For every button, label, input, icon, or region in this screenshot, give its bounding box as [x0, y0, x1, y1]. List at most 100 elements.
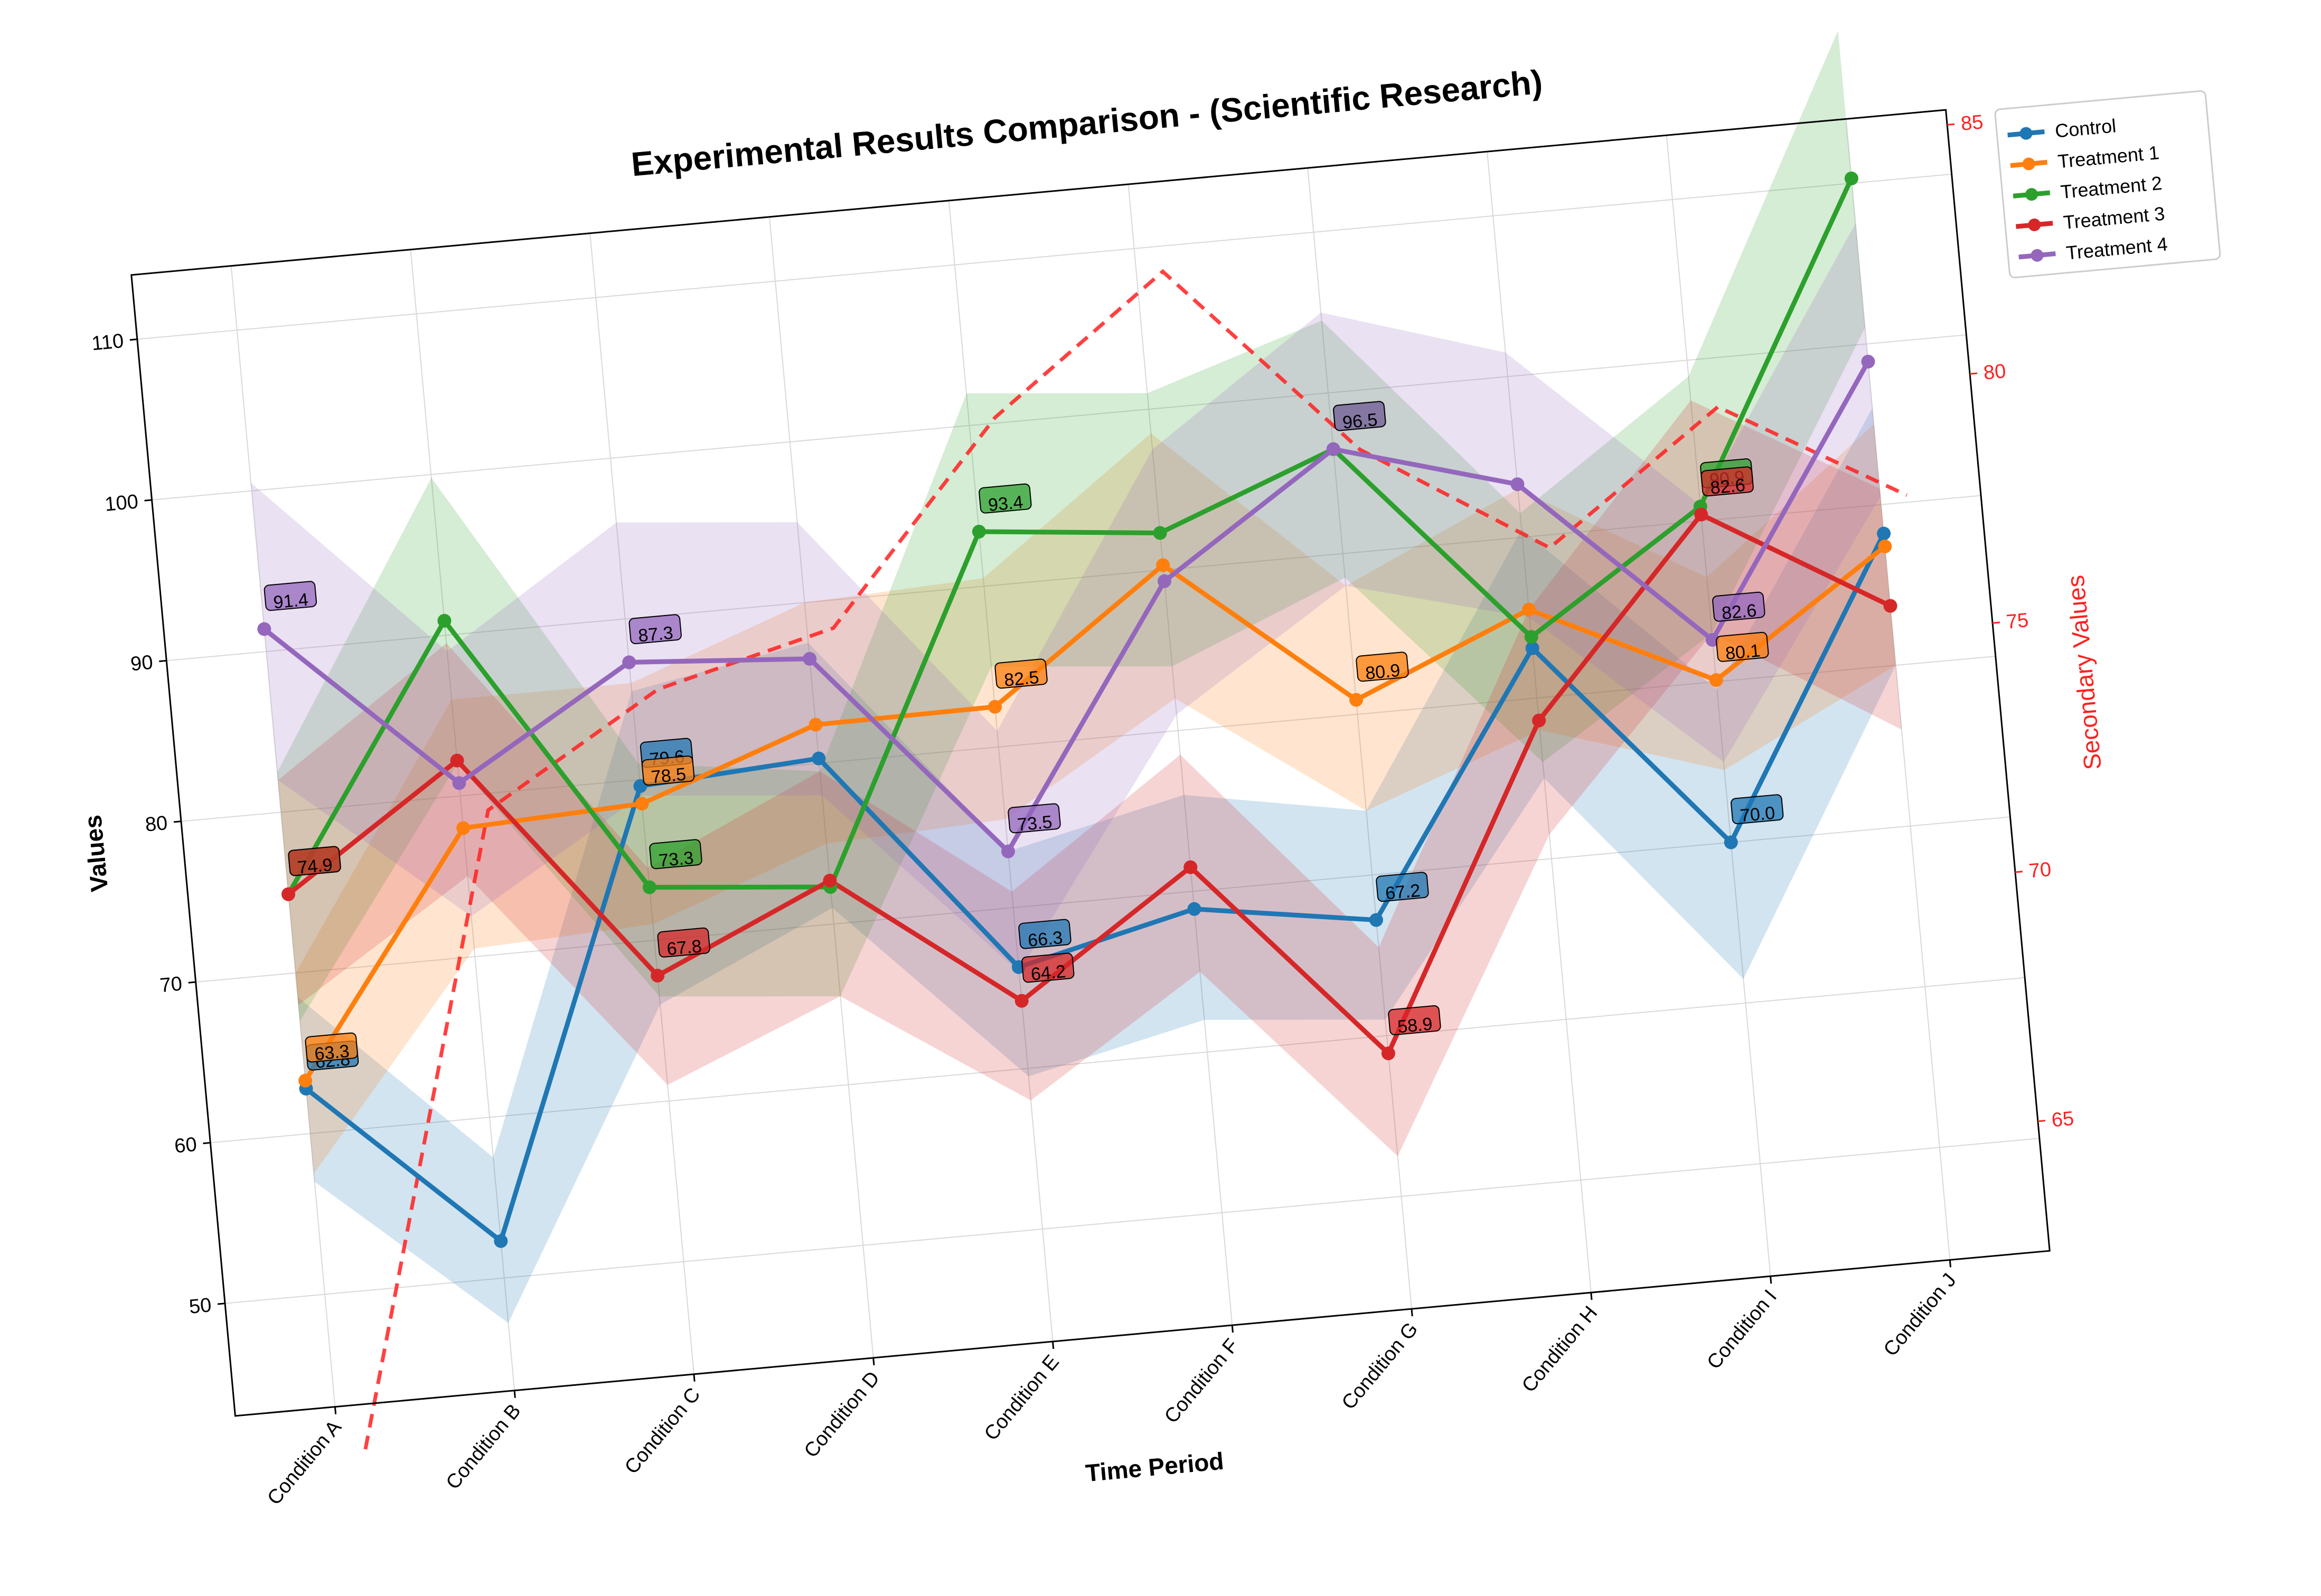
- point-control: [1187, 902, 1201, 916]
- secondary-dashed-line: [363, 269, 1908, 1450]
- point-treatment-2: [642, 880, 656, 894]
- data-label-treatment-1: 80.9: [1356, 651, 1409, 684]
- data-label-text: 67.2: [1385, 881, 1421, 904]
- chart-title: Experimental Results Comparison - (Scien…: [629, 63, 1544, 184]
- data-label-treatment-1: 82.5: [994, 658, 1048, 691]
- series-line-treatment-1: [303, 544, 1887, 1082]
- x-tick-label: Condition E: [980, 1351, 1064, 1445]
- x-tick-label: Condition C: [621, 1384, 704, 1478]
- point-treatment-4: [803, 651, 817, 666]
- data-label-text: 93.4: [988, 492, 1024, 515]
- data-label-text: 80.1: [1724, 640, 1761, 664]
- data-label-text: 82.6: [1709, 475, 1746, 498]
- data-label-box: [288, 846, 341, 876]
- grid-line-x: [1666, 135, 1771, 1277]
- point-treatment-2: [1524, 630, 1538, 644]
- point-control: [812, 751, 826, 766]
- point-treatment-2: [437, 613, 452, 628]
- data-label-control: 66.3: [1018, 919, 1072, 951]
- grid-line-y: [224, 1138, 2040, 1304]
- data-label-treatment-4: 73.5: [1008, 803, 1061, 835]
- point-control: [1724, 835, 1738, 849]
- point-treatment-1: [635, 797, 649, 811]
- data-label-treatment-3: 82.6: [1700, 466, 1754, 498]
- y2-tick-label: 75: [2005, 609, 2029, 634]
- band-layer: [251, 30, 1902, 1323]
- series-line-treatment-2: [286, 177, 1854, 895]
- plot-group: 62.879.666.367.270.063.378.582.580.980.1…: [79, 30, 2107, 1509]
- data-label-treatment-1: 63.3: [305, 1032, 358, 1064]
- point-treatment-3: [1014, 994, 1029, 1008]
- y-tick: [188, 981, 196, 984]
- grid-line-y: [152, 334, 1967, 500]
- point-treatment-2: [1153, 526, 1167, 540]
- data-label-box: [1333, 401, 1386, 431]
- legend-marker: [2025, 188, 2038, 201]
- data-label-box: [1021, 952, 1075, 983]
- band-treatment-1: [295, 424, 1896, 1174]
- grid-line-y: [181, 656, 1996, 822]
- secondary-layer: [363, 269, 1908, 1450]
- point-treatment-3: [1381, 1046, 1395, 1061]
- y-tick: [129, 338, 137, 341]
- data-label-box: [628, 614, 682, 645]
- legend-marker: [2019, 127, 2033, 140]
- y2-tick: [1969, 372, 1978, 375]
- grid-layer: [137, 119, 2040, 1407]
- point-treatment-4: [452, 776, 466, 790]
- data-label-treatment-4: 91.4: [264, 581, 317, 613]
- grid-line-y: [195, 816, 2010, 983]
- data-label-text: 73.5: [1017, 812, 1053, 835]
- series-line-control: [304, 532, 1886, 1244]
- data-label-box: [1376, 872, 1429, 902]
- x-tick-label: Condition F: [1160, 1335, 1243, 1428]
- data-label-treatment-2: 93.4: [979, 483, 1032, 515]
- data-label-text: 82.6: [1721, 600, 1758, 624]
- x-tick-label: Condition A: [263, 1416, 346, 1509]
- data-label-box: [979, 483, 1032, 514]
- x-tick: [872, 1357, 875, 1365]
- data-label-box: [1716, 631, 1769, 662]
- point-treatment-1: [1522, 602, 1536, 617]
- y-tick-label: 100: [104, 490, 139, 516]
- data-label-box: [649, 839, 702, 870]
- data-label-box: [641, 755, 695, 786]
- data-label-treatment-4: 87.3: [628, 614, 682, 646]
- point-control: [1525, 641, 1539, 655]
- data-label-treatment-1: 80.1: [1716, 631, 1769, 664]
- point-treatment-3: [651, 968, 665, 983]
- y-axis-label: Values: [79, 814, 113, 893]
- grid-line-x: [1307, 167, 1412, 1309]
- series-line-treatment-3: [287, 512, 1892, 1056]
- point-treatment-4: [1157, 574, 1171, 588]
- y-tick: [203, 1141, 211, 1145]
- point-treatment-1: [456, 821, 471, 835]
- data-label-treatment-3: 67.8: [657, 927, 710, 959]
- plot-frame: [130, 109, 2051, 1417]
- data-label-text: 87.3: [637, 623, 674, 646]
- data-label-text: 63.3: [314, 1041, 350, 1064]
- y2-tick-label: 70: [2028, 858, 2052, 883]
- grid-line-x: [769, 216, 874, 1358]
- data-label-text: 78.5: [650, 764, 687, 788]
- y-tick-label: 90: [129, 651, 154, 676]
- x-tick-label: Condition J: [1880, 1269, 1961, 1361]
- point-treatment-1: [1709, 673, 1723, 687]
- data-label-treatment-3: 74.9: [288, 846, 341, 878]
- point-treatment-3: [823, 873, 837, 887]
- data-label-box: [1018, 919, 1072, 949]
- data-label-text: 74.9: [297, 855, 333, 878]
- point-treatment-1: [1156, 558, 1170, 572]
- data-label-text: 58.9: [1397, 1014, 1433, 1037]
- data-label-text: 64.2: [1030, 961, 1066, 985]
- point-treatment-2: [1844, 171, 1858, 185]
- data-label-box: [994, 658, 1048, 689]
- y-tick-label: 80: [144, 812, 168, 836]
- point-control: [1877, 526, 1891, 541]
- data-label-box: [305, 1032, 358, 1063]
- legend-box: [1994, 90, 2221, 279]
- x-tick-label: Condition D: [800, 1367, 884, 1462]
- data-label-box: [1712, 591, 1765, 622]
